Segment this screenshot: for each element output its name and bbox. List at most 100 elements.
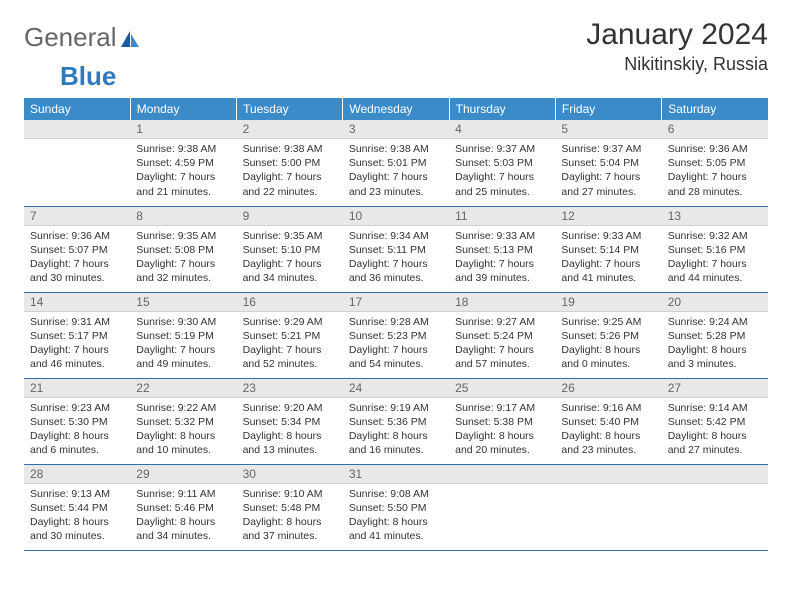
calendar-day: 6Sunrise: 9:36 AMSunset: 5:05 PMDaylight… (662, 120, 768, 206)
calendar-day: 3Sunrise: 9:38 AMSunset: 5:01 PMDaylight… (343, 120, 449, 206)
sunrise-text: Sunrise: 9:30 AM (136, 315, 230, 329)
calendar-row: 21Sunrise: 9:23 AMSunset: 5:30 PMDayligh… (24, 378, 768, 464)
daylight-text-2: and 6 minutes. (30, 443, 124, 457)
day-number: 27 (662, 379, 768, 398)
weekday-header: Saturday (662, 98, 768, 120)
daylight-text-2: and 41 minutes. (561, 271, 655, 285)
day-details: Sunrise: 9:28 AMSunset: 5:23 PMDaylight:… (343, 312, 449, 376)
calendar-day: 27Sunrise: 9:14 AMSunset: 5:42 PMDayligh… (662, 378, 768, 464)
daylight-text-2: and 46 minutes. (30, 357, 124, 371)
day-number: 28 (24, 465, 130, 484)
day-number: 7 (24, 207, 130, 226)
sunrise-text: Sunrise: 9:22 AM (136, 401, 230, 415)
daylight-text-1: Daylight: 8 hours (30, 429, 124, 443)
sunrise-text: Sunrise: 9:25 AM (561, 315, 655, 329)
day-details: Sunrise: 9:31 AMSunset: 5:17 PMDaylight:… (24, 312, 130, 376)
sunrise-text: Sunrise: 9:23 AM (30, 401, 124, 415)
daylight-text-1: Daylight: 7 hours (30, 257, 124, 271)
daylight-text-1: Daylight: 8 hours (455, 429, 549, 443)
sunrise-text: Sunrise: 9:28 AM (349, 315, 443, 329)
sunset-text: Sunset: 5:03 PM (455, 156, 549, 170)
calendar-day: 15Sunrise: 9:30 AMSunset: 5:19 PMDayligh… (130, 292, 236, 378)
calendar-day: 31Sunrise: 9:08 AMSunset: 5:50 PMDayligh… (343, 464, 449, 550)
daylight-text-1: Daylight: 7 hours (243, 343, 337, 357)
daylight-text-1: Daylight: 8 hours (243, 429, 337, 443)
sunrise-text: Sunrise: 9:13 AM (30, 487, 124, 501)
daylight-text-2: and 34 minutes. (243, 271, 337, 285)
day-details: Sunrise: 9:29 AMSunset: 5:21 PMDaylight:… (237, 312, 343, 376)
calendar-day: 7Sunrise: 9:36 AMSunset: 5:07 PMDaylight… (24, 206, 130, 292)
day-number: 19 (555, 293, 661, 312)
sunrise-text: Sunrise: 9:19 AM (349, 401, 443, 415)
day-number: 21 (24, 379, 130, 398)
calendar-row: 28Sunrise: 9:13 AMSunset: 5:44 PMDayligh… (24, 464, 768, 550)
calendar-day: 19Sunrise: 9:25 AMSunset: 5:26 PMDayligh… (555, 292, 661, 378)
sunset-text: Sunset: 5:48 PM (243, 501, 337, 515)
day-details: Sunrise: 9:19 AMSunset: 5:36 PMDaylight:… (343, 398, 449, 462)
sunrise-text: Sunrise: 9:11 AM (136, 487, 230, 501)
calendar-day: 30Sunrise: 9:10 AMSunset: 5:48 PMDayligh… (237, 464, 343, 550)
day-number: 15 (130, 293, 236, 312)
day-details: Sunrise: 9:36 AMSunset: 5:07 PMDaylight:… (24, 226, 130, 290)
day-details: Sunrise: 9:27 AMSunset: 5:24 PMDaylight:… (449, 312, 555, 376)
daylight-text-1: Daylight: 7 hours (349, 343, 443, 357)
calendar-day: 17Sunrise: 9:28 AMSunset: 5:23 PMDayligh… (343, 292, 449, 378)
sunrise-text: Sunrise: 9:34 AM (349, 229, 443, 243)
daylight-text-2: and 30 minutes. (30, 529, 124, 543)
sunset-text: Sunset: 5:42 PM (668, 415, 762, 429)
calendar-day: 18Sunrise: 9:27 AMSunset: 5:24 PMDayligh… (449, 292, 555, 378)
sunset-text: Sunset: 5:26 PM (561, 329, 655, 343)
calendar-day: 28Sunrise: 9:13 AMSunset: 5:44 PMDayligh… (24, 464, 130, 550)
day-details: Sunrise: 9:13 AMSunset: 5:44 PMDaylight:… (24, 484, 130, 548)
daylight-text-1: Daylight: 7 hours (243, 170, 337, 184)
logo: General (24, 22, 141, 53)
day-number: 29 (130, 465, 236, 484)
day-number: 6 (662, 120, 768, 139)
sunset-text: Sunset: 5:04 PM (561, 156, 655, 170)
sunset-text: Sunset: 5:44 PM (30, 501, 124, 515)
daylight-text-2: and 36 minutes. (349, 271, 443, 285)
sunset-text: Sunset: 5:21 PM (243, 329, 337, 343)
calendar-day: 14Sunrise: 9:31 AMSunset: 5:17 PMDayligh… (24, 292, 130, 378)
calendar-day: 25Sunrise: 9:17 AMSunset: 5:38 PMDayligh… (449, 378, 555, 464)
weekday-header-row: SundayMondayTuesdayWednesdayThursdayFrid… (24, 98, 768, 120)
day-number: 25 (449, 379, 555, 398)
day-details: Sunrise: 9:30 AMSunset: 5:19 PMDaylight:… (130, 312, 236, 376)
daylight-text-1: Daylight: 7 hours (668, 257, 762, 271)
sunrise-text: Sunrise: 9:16 AM (561, 401, 655, 415)
calendar-body: 1Sunrise: 9:38 AMSunset: 4:59 PMDaylight… (24, 120, 768, 550)
daylight-text-1: Daylight: 8 hours (668, 343, 762, 357)
calendar-day: 12Sunrise: 9:33 AMSunset: 5:14 PMDayligh… (555, 206, 661, 292)
day-number: 5 (555, 120, 661, 139)
daylight-text-1: Daylight: 8 hours (349, 515, 443, 529)
day-details: Sunrise: 9:33 AMSunset: 5:14 PMDaylight:… (555, 226, 661, 290)
sunset-text: Sunset: 5:14 PM (561, 243, 655, 257)
daylight-text-2: and 30 minutes. (30, 271, 124, 285)
daylight-text-2: and 22 minutes. (243, 185, 337, 199)
day-number: 14 (24, 293, 130, 312)
daylight-text-1: Daylight: 8 hours (349, 429, 443, 443)
day-number-empty (555, 465, 661, 484)
daylight-text-2: and 13 minutes. (243, 443, 337, 457)
weekday-header: Monday (130, 98, 236, 120)
sunrise-text: Sunrise: 9:20 AM (243, 401, 337, 415)
daylight-text-1: Daylight: 8 hours (136, 515, 230, 529)
day-number: 26 (555, 379, 661, 398)
daylight-text-2: and 39 minutes. (455, 271, 549, 285)
day-details: Sunrise: 9:33 AMSunset: 5:13 PMDaylight:… (449, 226, 555, 290)
calendar-day: 22Sunrise: 9:22 AMSunset: 5:32 PMDayligh… (130, 378, 236, 464)
day-number: 2 (237, 120, 343, 139)
daylight-text-2: and 23 minutes. (349, 185, 443, 199)
sunrise-text: Sunrise: 9:38 AM (243, 142, 337, 156)
day-details: Sunrise: 9:38 AMSunset: 5:01 PMDaylight:… (343, 139, 449, 203)
sunset-text: Sunset: 5:01 PM (349, 156, 443, 170)
daylight-text-1: Daylight: 7 hours (668, 170, 762, 184)
calendar-day: 23Sunrise: 9:20 AMSunset: 5:34 PMDayligh… (237, 378, 343, 464)
calendar-day-empty (555, 464, 661, 550)
day-details: Sunrise: 9:20 AMSunset: 5:34 PMDaylight:… (237, 398, 343, 462)
daylight-text-2: and 41 minutes. (349, 529, 443, 543)
logo-text-1: General (24, 22, 117, 53)
sunrise-text: Sunrise: 9:29 AM (243, 315, 337, 329)
sunset-text: Sunset: 5:38 PM (455, 415, 549, 429)
daylight-text-2: and 28 minutes. (668, 185, 762, 199)
